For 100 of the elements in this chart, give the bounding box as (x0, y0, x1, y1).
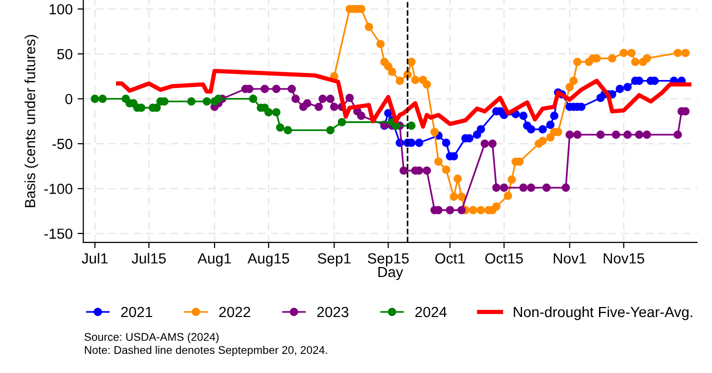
point (400, 166, 408, 175)
point (314, 102, 323, 112)
x-tick-label: Jul15 (132, 252, 166, 264)
point (566, 82, 574, 92)
point (674, 130, 682, 139)
point (550, 112, 558, 120)
point (457, 192, 466, 201)
point (623, 130, 632, 139)
point (538, 136, 547, 146)
point (187, 97, 196, 106)
point (476, 125, 486, 134)
x-tick-label: Aug1 (198, 253, 231, 266)
point (98, 94, 107, 103)
point (414, 138, 424, 147)
point (272, 108, 280, 116)
point (472, 130, 482, 139)
point (642, 54, 652, 63)
point (480, 140, 489, 148)
point (616, 84, 624, 94)
point (396, 76, 404, 85)
point (608, 54, 616, 63)
point (326, 126, 335, 134)
point (634, 130, 644, 139)
x-tick-label: Sep1 (318, 253, 351, 266)
point (202, 97, 211, 106)
point (596, 130, 605, 139)
point (627, 48, 636, 58)
point (411, 76, 420, 84)
x-tick-label: Oct1 (435, 253, 465, 264)
point (291, 94, 300, 103)
point (454, 174, 462, 183)
point (338, 118, 346, 126)
point (446, 206, 454, 214)
point (566, 130, 574, 139)
point (538, 125, 547, 134)
point (492, 202, 500, 211)
x-axis-title: Day (378, 266, 404, 280)
legend-label: 2024 (415, 306, 447, 318)
point (573, 130, 582, 139)
point (546, 133, 555, 142)
point (330, 102, 338, 112)
y-tick-label: 0 (65, 94, 72, 104)
point (492, 184, 500, 192)
point (364, 22, 374, 32)
point (476, 206, 486, 214)
point (376, 40, 385, 48)
point (674, 48, 682, 58)
point (569, 76, 578, 85)
point (546, 120, 555, 129)
point (248, 94, 258, 103)
point (488, 140, 497, 148)
point (422, 80, 432, 89)
point (681, 48, 690, 58)
y-axis-title: Basis (cents under futures) (24, 34, 38, 208)
point (264, 108, 273, 116)
point (272, 84, 280, 94)
point (284, 126, 292, 134)
point (469, 206, 478, 214)
x-tick-label: Aug15 (248, 253, 290, 266)
point (442, 166, 450, 174)
point (434, 157, 443, 166)
point (260, 84, 269, 94)
y-tick-label: -100 (44, 184, 72, 194)
point (407, 122, 416, 130)
point (612, 130, 620, 139)
point (276, 123, 284, 132)
point (318, 94, 327, 103)
point (519, 184, 528, 192)
y-tick-label: -50 (52, 138, 72, 150)
text: Note: Dashed line denotes Septepmber 20, 2024. (84, 346, 327, 356)
x-tick-label: Sep15 (368, 253, 409, 266)
point (214, 94, 223, 103)
point (642, 130, 652, 139)
x-tick-label: Oct15 (485, 253, 523, 264)
point (542, 184, 551, 192)
point (442, 138, 450, 147)
y-tick-label: 100 (50, 4, 72, 14)
point (388, 68, 396, 76)
point (623, 82, 632, 92)
point (422, 166, 432, 175)
point (508, 175, 516, 184)
x-tick-label: Nov15 (604, 253, 644, 264)
point (573, 58, 582, 66)
point (457, 206, 466, 214)
point (430, 128, 439, 136)
point (519, 112, 528, 120)
point (357, 112, 366, 120)
legend-label: Non-drought Five-Year-Avg. (514, 306, 692, 320)
point (450, 192, 458, 201)
point (345, 94, 354, 102)
point (303, 99, 312, 108)
point (407, 58, 416, 66)
legend-label: 2022 (219, 306, 250, 318)
point (562, 184, 570, 192)
legend-label: 2023 (317, 306, 348, 318)
point (526, 125, 536, 134)
point (392, 122, 400, 130)
point (620, 48, 628, 58)
legend-label: 2021 (121, 306, 152, 318)
line-series (116, 68, 692, 129)
